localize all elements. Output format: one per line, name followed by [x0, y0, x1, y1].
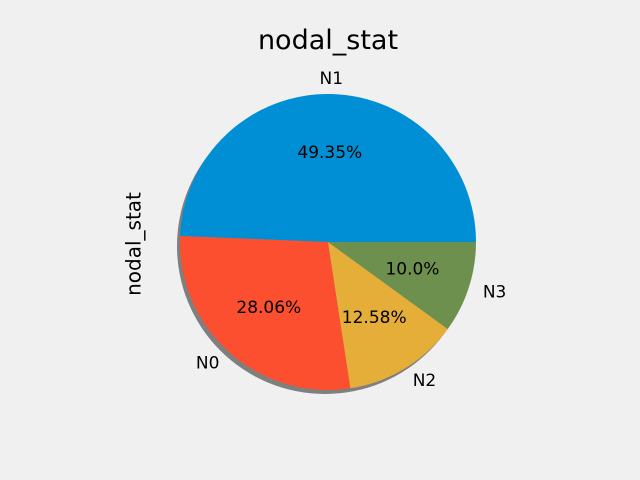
category-label-n0: N0 [196, 353, 220, 373]
category-label-n3: N3 [483, 282, 507, 302]
y-axis-label: nodal_stat [122, 192, 146, 296]
percent-label-n3: 10.0% [385, 259, 439, 279]
pie-slice-n1 [180, 94, 476, 243]
chart-title: nodal_stat [258, 25, 398, 56]
category-label-n1: N1 [320, 69, 344, 89]
pie-slice-n3 [328, 242, 476, 329]
percent-label-n1: 49.35% [297, 143, 362, 163]
percent-label-n2: 12.58% [342, 308, 407, 328]
pie-slices [180, 94, 476, 391]
pie-slice-n2 [328, 242, 448, 389]
pie-labels: N1 49.35% N0 28.06% N2 12.58% N3 10.0% [196, 69, 506, 391]
percent-label-n0: 28.06% [236, 298, 301, 318]
pie-slice-n0 [180, 236, 351, 391]
category-label-n2: N2 [413, 371, 437, 391]
